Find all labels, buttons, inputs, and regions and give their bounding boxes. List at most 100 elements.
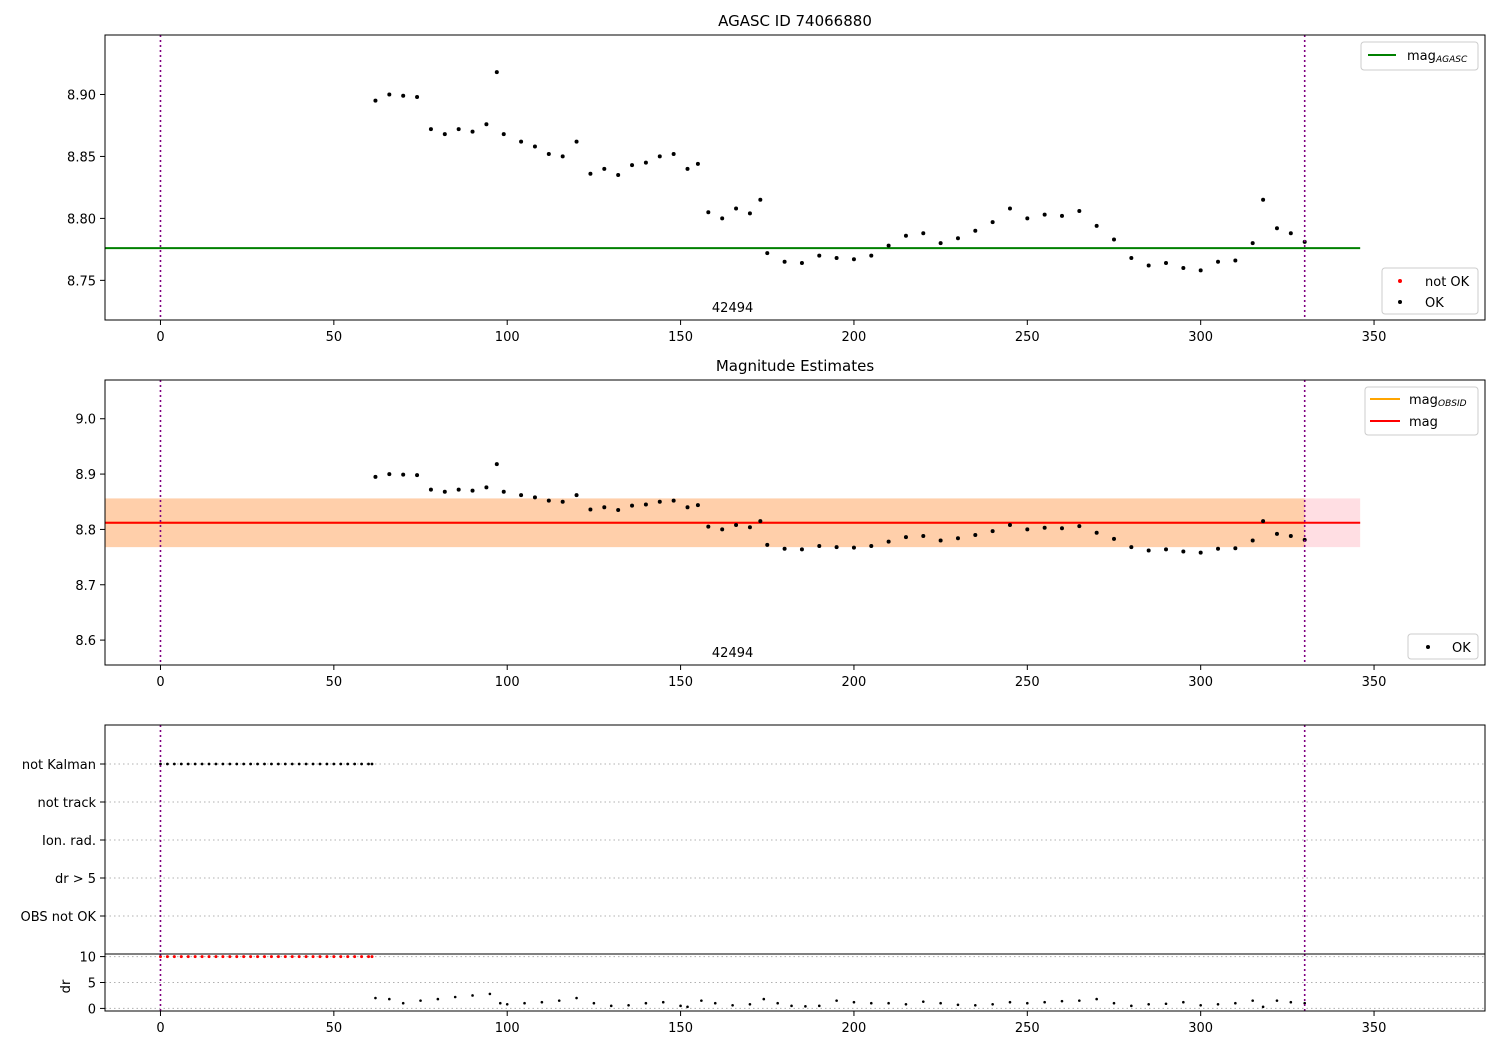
not-kalman-point bbox=[325, 762, 329, 766]
data-point bbox=[886, 539, 891, 544]
data-point bbox=[973, 228, 978, 233]
data-point bbox=[630, 163, 635, 168]
not-kalman-point bbox=[263, 762, 266, 766]
dr-ok-point bbox=[991, 1002, 994, 1006]
not-kalman-point bbox=[172, 762, 176, 766]
data-point bbox=[706, 524, 711, 529]
dr-not-ok-point bbox=[207, 955, 211, 959]
data-point bbox=[921, 231, 926, 236]
data-point bbox=[671, 498, 676, 503]
data-point bbox=[588, 507, 593, 512]
data-point bbox=[758, 197, 763, 202]
x-tick-label: 350 bbox=[1362, 675, 1387, 690]
data-point bbox=[747, 211, 752, 216]
axes-frame bbox=[104, 34, 1486, 321]
dr-not-ok-point bbox=[276, 955, 280, 959]
data-point bbox=[747, 525, 752, 530]
dr-ok-point bbox=[1182, 1000, 1185, 1004]
data-point bbox=[1129, 545, 1134, 550]
data-point bbox=[456, 127, 461, 132]
not-kalman-point bbox=[353, 762, 357, 766]
data-point bbox=[720, 527, 725, 532]
dr-not-ok-point bbox=[262, 955, 266, 959]
data-point bbox=[695, 161, 700, 166]
x-tick-label: 250 bbox=[1015, 1021, 1040, 1036]
dr-not-ok-point bbox=[346, 955, 350, 959]
dr-not-ok-point bbox=[172, 955, 176, 959]
x-tick-label: 250 bbox=[1015, 675, 1040, 690]
data-point bbox=[1146, 548, 1151, 553]
dr-ok-point bbox=[748, 1002, 752, 1006]
dr-ok-point bbox=[1008, 1000, 1012, 1004]
data-point bbox=[630, 503, 635, 508]
x-tick-label: 150 bbox=[668, 1021, 693, 1036]
data-point bbox=[921, 534, 926, 539]
dr-ok-point bbox=[1112, 1001, 1116, 1005]
not-kalman-point bbox=[360, 762, 363, 766]
data-point bbox=[782, 259, 787, 264]
data-point bbox=[903, 233, 908, 238]
panel-agasc: AGASC ID 74066880 42494 0 50 100 150 200 250 300… bbox=[67, 12, 1486, 345]
dr-ok-point bbox=[1216, 1002, 1220, 1006]
dr-ok-point bbox=[1261, 1005, 1265, 1009]
not-kalman-point bbox=[332, 762, 336, 766]
dr-ok-point bbox=[1289, 1000, 1293, 1004]
data-point bbox=[955, 236, 960, 241]
dr-not-ok-point bbox=[242, 955, 246, 959]
dr-ok-point bbox=[1060, 999, 1064, 1003]
dr-ok-point bbox=[609, 1004, 613, 1008]
dr-not-ok-point bbox=[360, 955, 364, 959]
y-axis-label: dr bbox=[59, 979, 74, 993]
data-point bbox=[685, 505, 690, 510]
flag-row-label: Ion. rad. bbox=[42, 834, 96, 849]
dr-not-ok-point bbox=[297, 955, 301, 959]
data-point bbox=[501, 132, 506, 137]
data-point bbox=[428, 127, 433, 132]
data-point bbox=[657, 154, 662, 159]
x-tick-label: 150 bbox=[668, 330, 693, 345]
data-point bbox=[1261, 519, 1266, 524]
data-point bbox=[1007, 522, 1012, 527]
dr-ok-point bbox=[939, 1001, 942, 1005]
dr-ok-point bbox=[679, 1004, 682, 1008]
data-point bbox=[1077, 208, 1082, 213]
not-kalman-point bbox=[228, 762, 232, 766]
data-point bbox=[574, 493, 579, 498]
data-point bbox=[657, 499, 662, 504]
x-tick-label: 250 bbox=[1015, 330, 1040, 345]
data-point bbox=[643, 502, 648, 507]
dr-not-ok-point bbox=[318, 955, 322, 959]
data-point bbox=[1274, 531, 1279, 536]
data-point bbox=[765, 542, 770, 547]
not-kalman-point bbox=[318, 762, 322, 766]
y-tick-label: 8.7 bbox=[75, 579, 96, 594]
data-point bbox=[1025, 527, 1030, 532]
x-tick-label: 200 bbox=[842, 1021, 867, 1036]
data-point bbox=[401, 472, 406, 477]
data-point bbox=[1007, 206, 1012, 211]
y-tick-label: 8.75 bbox=[67, 274, 96, 289]
dr-not-ok-point bbox=[221, 955, 225, 959]
not-kalman-point bbox=[297, 762, 301, 766]
dr-ok-point bbox=[1026, 1001, 1029, 1005]
data-point bbox=[519, 493, 524, 498]
dr-not-ok-point bbox=[339, 955, 343, 959]
data-point bbox=[1233, 258, 1238, 263]
data-point bbox=[1111, 536, 1116, 541]
data-point bbox=[903, 535, 908, 540]
dr-ok-point bbox=[1078, 999, 1081, 1002]
data-point bbox=[588, 171, 593, 176]
dr-not-ok-point bbox=[228, 955, 232, 959]
dr-not-ok-point bbox=[367, 955, 371, 959]
dr-ok-point bbox=[713, 1001, 717, 1005]
dr-ok-point bbox=[790, 1004, 793, 1008]
data-point bbox=[990, 220, 995, 225]
y-tick-label: 8.9 bbox=[75, 468, 96, 483]
dr-ok-point bbox=[436, 997, 440, 1001]
data-point bbox=[1129, 256, 1134, 261]
data-point bbox=[1198, 550, 1203, 555]
flag-row-label: dr > 5 bbox=[55, 872, 96, 887]
data-point bbox=[387, 92, 392, 97]
data-point bbox=[734, 522, 739, 527]
